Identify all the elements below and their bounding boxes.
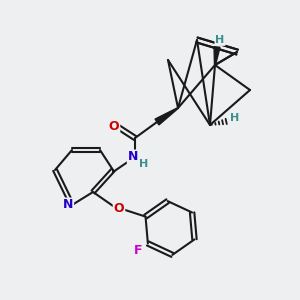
Text: O: O xyxy=(114,202,124,214)
Polygon shape xyxy=(155,108,178,125)
Text: N: N xyxy=(128,151,138,164)
Text: O: O xyxy=(109,119,119,133)
Text: H: H xyxy=(215,35,225,45)
Polygon shape xyxy=(214,47,220,65)
Text: H: H xyxy=(230,113,240,123)
Text: N: N xyxy=(63,199,73,212)
Text: F: F xyxy=(134,244,142,257)
Text: H: H xyxy=(140,159,148,169)
